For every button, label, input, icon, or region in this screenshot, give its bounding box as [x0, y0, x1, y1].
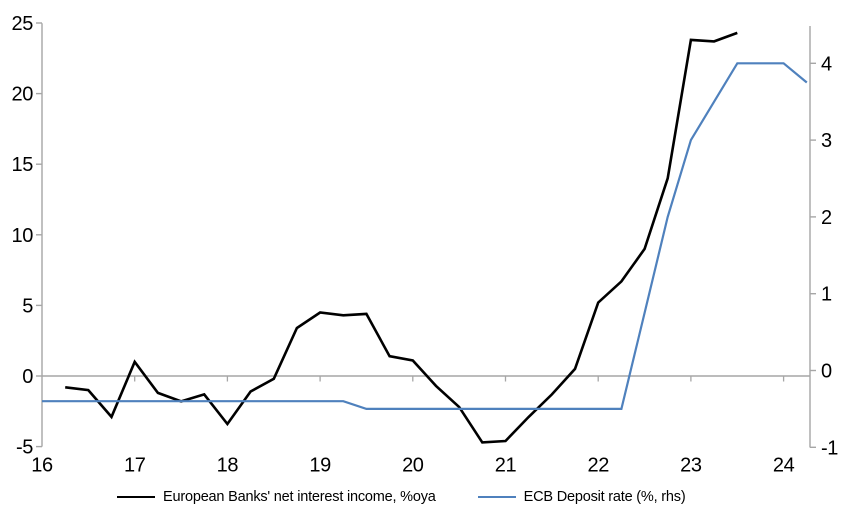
- left-axis-label: 5: [22, 295, 33, 317]
- legend-item-nii: European Banks' net interest income, %oy…: [117, 489, 436, 505]
- x-axis-label: 18: [217, 455, 239, 477]
- legend-line-swatch: [117, 496, 155, 498]
- deposit-rate-line: [42, 62, 808, 410]
- left-axis-label: -5: [16, 437, 33, 459]
- right-axis-label: -1: [821, 437, 838, 459]
- left-axis-label: 10: [12, 225, 34, 247]
- x-axis-label: 22: [587, 455, 609, 477]
- legend: European Banks' net interest income, %oy…: [117, 489, 686, 505]
- right-axis-label: 0: [821, 361, 832, 383]
- x-axis-label: 20: [402, 455, 424, 477]
- left-axis-label: 15: [12, 154, 34, 176]
- left-axis-label: 0: [22, 366, 33, 388]
- legend-label: ECB Deposit rate (%, rhs): [523, 489, 686, 505]
- x-axis-label: 19: [309, 455, 331, 477]
- legend-label: European Banks' net interest income, %oy…: [163, 489, 436, 505]
- left-axis-label: 20: [12, 84, 34, 106]
- left-axis-label: 25: [12, 13, 34, 35]
- right-axis-label: 1: [821, 284, 832, 306]
- legend-line-swatch: [477, 496, 516, 498]
- x-axis-label: 23: [680, 455, 702, 477]
- x-axis-label: 24: [773, 455, 795, 477]
- right-axis-label: 4: [821, 53, 832, 75]
- right-axis-label: 3: [821, 130, 832, 152]
- x-axis-label: 21: [495, 455, 517, 477]
- legend-item-deposit-rate: ECB Deposit rate (%, rhs): [477, 489, 686, 505]
- nii-line: [65, 31, 738, 444]
- right-axis-label: 2: [821, 207, 832, 229]
- x-axis-label: 16: [31, 455, 53, 477]
- x-axis-label: 17: [124, 455, 146, 477]
